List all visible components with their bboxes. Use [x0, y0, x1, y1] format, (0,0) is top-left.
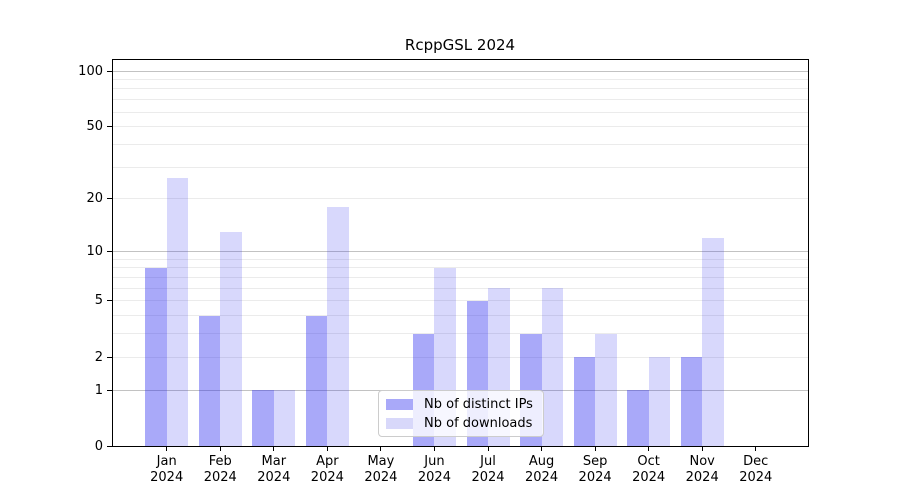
bar-downloads: [595, 333, 617, 447]
minor-gridline: [111, 111, 809, 113]
bar-distinct-ips: [145, 267, 167, 447]
x-tick-mark: [755, 446, 757, 451]
x-tick-label: Mar 2024: [257, 453, 291, 485]
y-tick-label: 2: [94, 349, 103, 365]
major-gridline: [111, 70, 809, 72]
x-tick-label: Nov 2024: [685, 453, 719, 485]
minor-gridline: [111, 126, 809, 128]
legend: Nb of distinct IPs Nb of downloads: [378, 390, 544, 437]
x-tick-mark: [166, 446, 168, 451]
x-tick-mark: [701, 446, 703, 451]
x-tick-label: Apr 2024: [310, 453, 344, 485]
y-tick-label: 1: [94, 382, 103, 398]
x-tick-label: Feb 2024: [203, 453, 237, 485]
minor-gridline: [111, 276, 809, 278]
legend-label-distinct-ips: Nb of distinct IPs: [424, 396, 533, 412]
bar-distinct-ips: [198, 315, 221, 447]
x-tick-label: Jan 2024: [150, 453, 184, 485]
minor-gridline: [111, 143, 809, 145]
plot-area: [111, 59, 809, 447]
minor-gridline: [111, 78, 809, 80]
minor-gridline: [111, 315, 809, 317]
x-tick-label: Dec 2024: [739, 453, 773, 485]
x-tick-mark: [433, 446, 435, 451]
x-tick-mark: [487, 446, 489, 451]
y-tick-label: 5: [94, 293, 103, 309]
minor-gridline: [111, 258, 809, 260]
legend-swatch-distinct-ips: [386, 398, 413, 410]
y-tick-label: 10: [86, 243, 103, 259]
y-tick-mark: [107, 446, 112, 447]
y-tick-mark: [107, 300, 112, 302]
minor-gridline: [111, 356, 809, 358]
bar-downloads: [702, 237, 724, 447]
bar-distinct-ips: [680, 357, 703, 447]
bar-downloads: [220, 231, 242, 447]
minor-gridline: [111, 267, 809, 269]
minor-gridline: [111, 88, 809, 90]
major-gridline: [111, 250, 809, 252]
x-tick-mark: [273, 446, 275, 451]
bar-downloads: [327, 206, 349, 447]
bar-distinct-ips: [573, 357, 596, 447]
x-tick-mark: [541, 446, 543, 451]
x-tick-mark: [380, 446, 382, 451]
y-tick-mark: [107, 356, 112, 358]
x-tick-mark: [648, 446, 650, 451]
bar-distinct-ips: [627, 390, 649, 447]
bar-distinct-ips: [305, 315, 328, 447]
bar-downloads: [273, 390, 296, 447]
minor-gridline: [111, 198, 809, 200]
minor-gridline: [111, 166, 809, 168]
minor-gridline: [111, 99, 809, 101]
y-tick-mark: [107, 250, 112, 252]
y-tick-label: 50: [86, 119, 103, 135]
x-tick-mark: [326, 446, 328, 451]
y-tick-mark: [107, 389, 112, 391]
chart-title: RcppGSL 2024: [404, 36, 516, 54]
legend-label-downloads: Nb of downloads: [424, 415, 533, 431]
minor-gridline: [111, 300, 809, 302]
legend-entry-downloads: Nb of downloads: [386, 416, 535, 430]
legend-swatch-downloads: [386, 417, 413, 429]
y-tick-label: 20: [86, 191, 103, 207]
x-tick-label: May 2024: [364, 453, 398, 485]
x-tick-label: Aug 2024: [525, 453, 559, 485]
bar-downloads: [648, 357, 671, 447]
bar-distinct-ips: [252, 390, 274, 447]
legend-entry-distinct-ips: Nb of distinct IPs: [386, 397, 535, 411]
y-tick-label: 0: [94, 439, 103, 454]
x-tick-mark: [594, 446, 596, 451]
y-tick-mark: [107, 70, 112, 72]
x-tick-mark: [219, 446, 221, 451]
bar-downloads: [541, 288, 564, 447]
y-tick-label: 100: [78, 63, 103, 79]
x-tick-label: Jul 2024: [471, 453, 505, 485]
y-tick-mark: [107, 126, 112, 128]
x-tick-label: Oct 2024: [632, 453, 666, 485]
x-tick-label: Jun 2024: [417, 453, 451, 485]
minor-gridline: [111, 333, 809, 335]
x-tick-label: Sep 2024: [578, 453, 612, 485]
minor-gridline: [111, 287, 809, 289]
y-tick-mark: [107, 198, 112, 200]
bar-downloads: [166, 178, 189, 447]
